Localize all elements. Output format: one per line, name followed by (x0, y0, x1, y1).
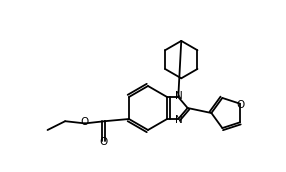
Text: O: O (100, 137, 108, 147)
Text: N: N (175, 91, 183, 101)
Text: O: O (81, 117, 89, 127)
Text: O: O (236, 100, 244, 110)
Text: N: N (175, 115, 183, 125)
